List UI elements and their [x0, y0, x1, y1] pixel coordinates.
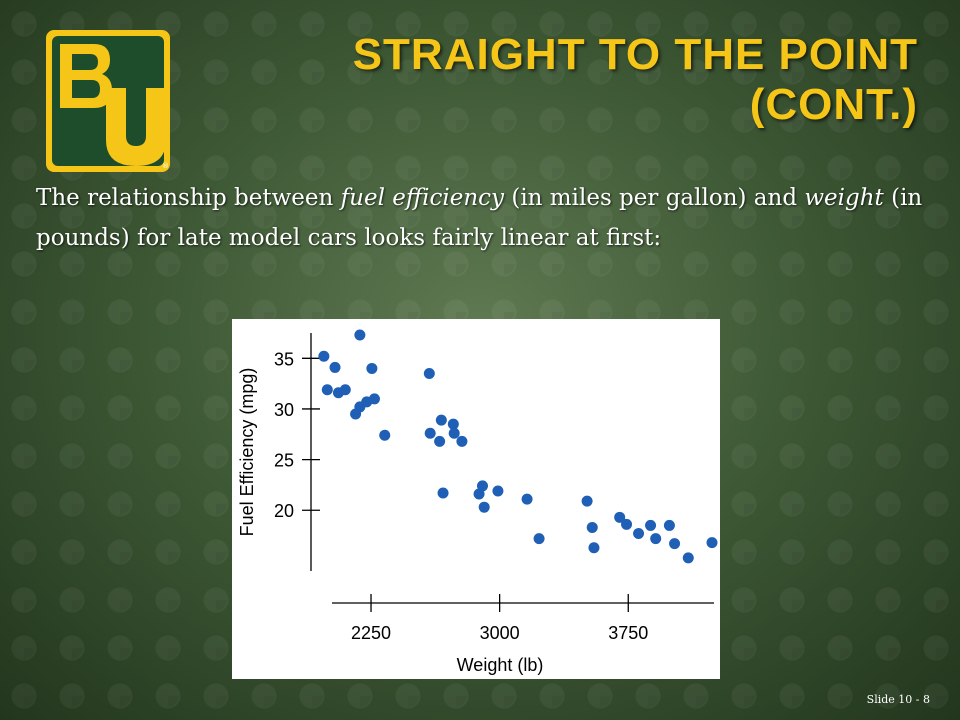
- data-point: [521, 493, 533, 505]
- scatter-chart: 20 25 30 35 2250 3000 3750 Weight (lb) Fuel E…: [232, 319, 720, 679]
- data-point: [633, 528, 645, 540]
- data-point: [650, 533, 662, 545]
- data-point: [354, 329, 366, 341]
- baylor-logo: ®: [46, 30, 170, 172]
- y-tick-label: 20: [274, 501, 294, 521]
- data-point: [478, 501, 490, 513]
- body-text-emphasis-fuel-efficiency: fuel efficiency: [340, 185, 505, 211]
- data-point: [663, 519, 675, 531]
- body-text: The relationship between fuel efficiency…: [36, 178, 936, 258]
- data-point: [614, 511, 626, 523]
- data-point: [321, 384, 333, 396]
- scatter-plot-svg: 20 25 30 35 2250 3000 3750 Weight (lb) Fuel E…: [237, 329, 718, 675]
- data-point: [621, 518, 633, 530]
- data-point: [339, 384, 351, 396]
- x-tick-label: 3750: [608, 623, 648, 643]
- body-text-part-1: The relationship between: [36, 185, 341, 211]
- data-point: [706, 537, 718, 549]
- y-tick-label: 30: [274, 400, 294, 420]
- data-point: [588, 542, 600, 554]
- y-tick-label: 25: [274, 451, 294, 471]
- data-point: [492, 485, 504, 497]
- body-text-part-3: (in pounds) for late model cars looks fa…: [36, 185, 923, 251]
- svg-text:®: ®: [162, 162, 169, 170]
- y-tick-label: 35: [274, 349, 294, 369]
- title-line-2: (CONT.): [749, 80, 918, 129]
- y-axis-label: Fuel Efficiency (mpg): [237, 368, 257, 537]
- x-axis-label: Weight (lb): [457, 655, 544, 675]
- data-point: [423, 368, 435, 380]
- data-point: [448, 427, 460, 439]
- x-tick-label: 3000: [480, 623, 520, 643]
- body-text-emphasis-weight: weight: [804, 185, 884, 211]
- body-text-part-2: (in miles per gallon) and: [504, 185, 805, 211]
- data-point: [434, 435, 446, 447]
- data-point: [669, 538, 681, 550]
- data-point: [329, 361, 341, 373]
- slide-title: STRAIGHT TO THE POINT (CONT.): [353, 30, 918, 130]
- data-point: [368, 393, 380, 405]
- data-point: [435, 414, 447, 426]
- x-tick-label: 2250: [351, 623, 391, 643]
- data-point: [379, 429, 391, 441]
- data-point: [581, 495, 593, 507]
- title-line-1: STRAIGHT TO THE POINT: [352, 30, 918, 79]
- data-point: [424, 427, 436, 439]
- data-point: [456, 435, 468, 447]
- data-point: [645, 519, 657, 531]
- data-point: [586, 521, 598, 533]
- data-point: [533, 533, 545, 545]
- data-point: [318, 350, 330, 362]
- data-point: [437, 487, 449, 499]
- slide-number: Slide 10 - 8: [866, 693, 930, 706]
- data-point: [447, 418, 459, 430]
- data-point: [682, 552, 694, 564]
- data-point: [366, 362, 378, 374]
- data-point: [476, 480, 488, 492]
